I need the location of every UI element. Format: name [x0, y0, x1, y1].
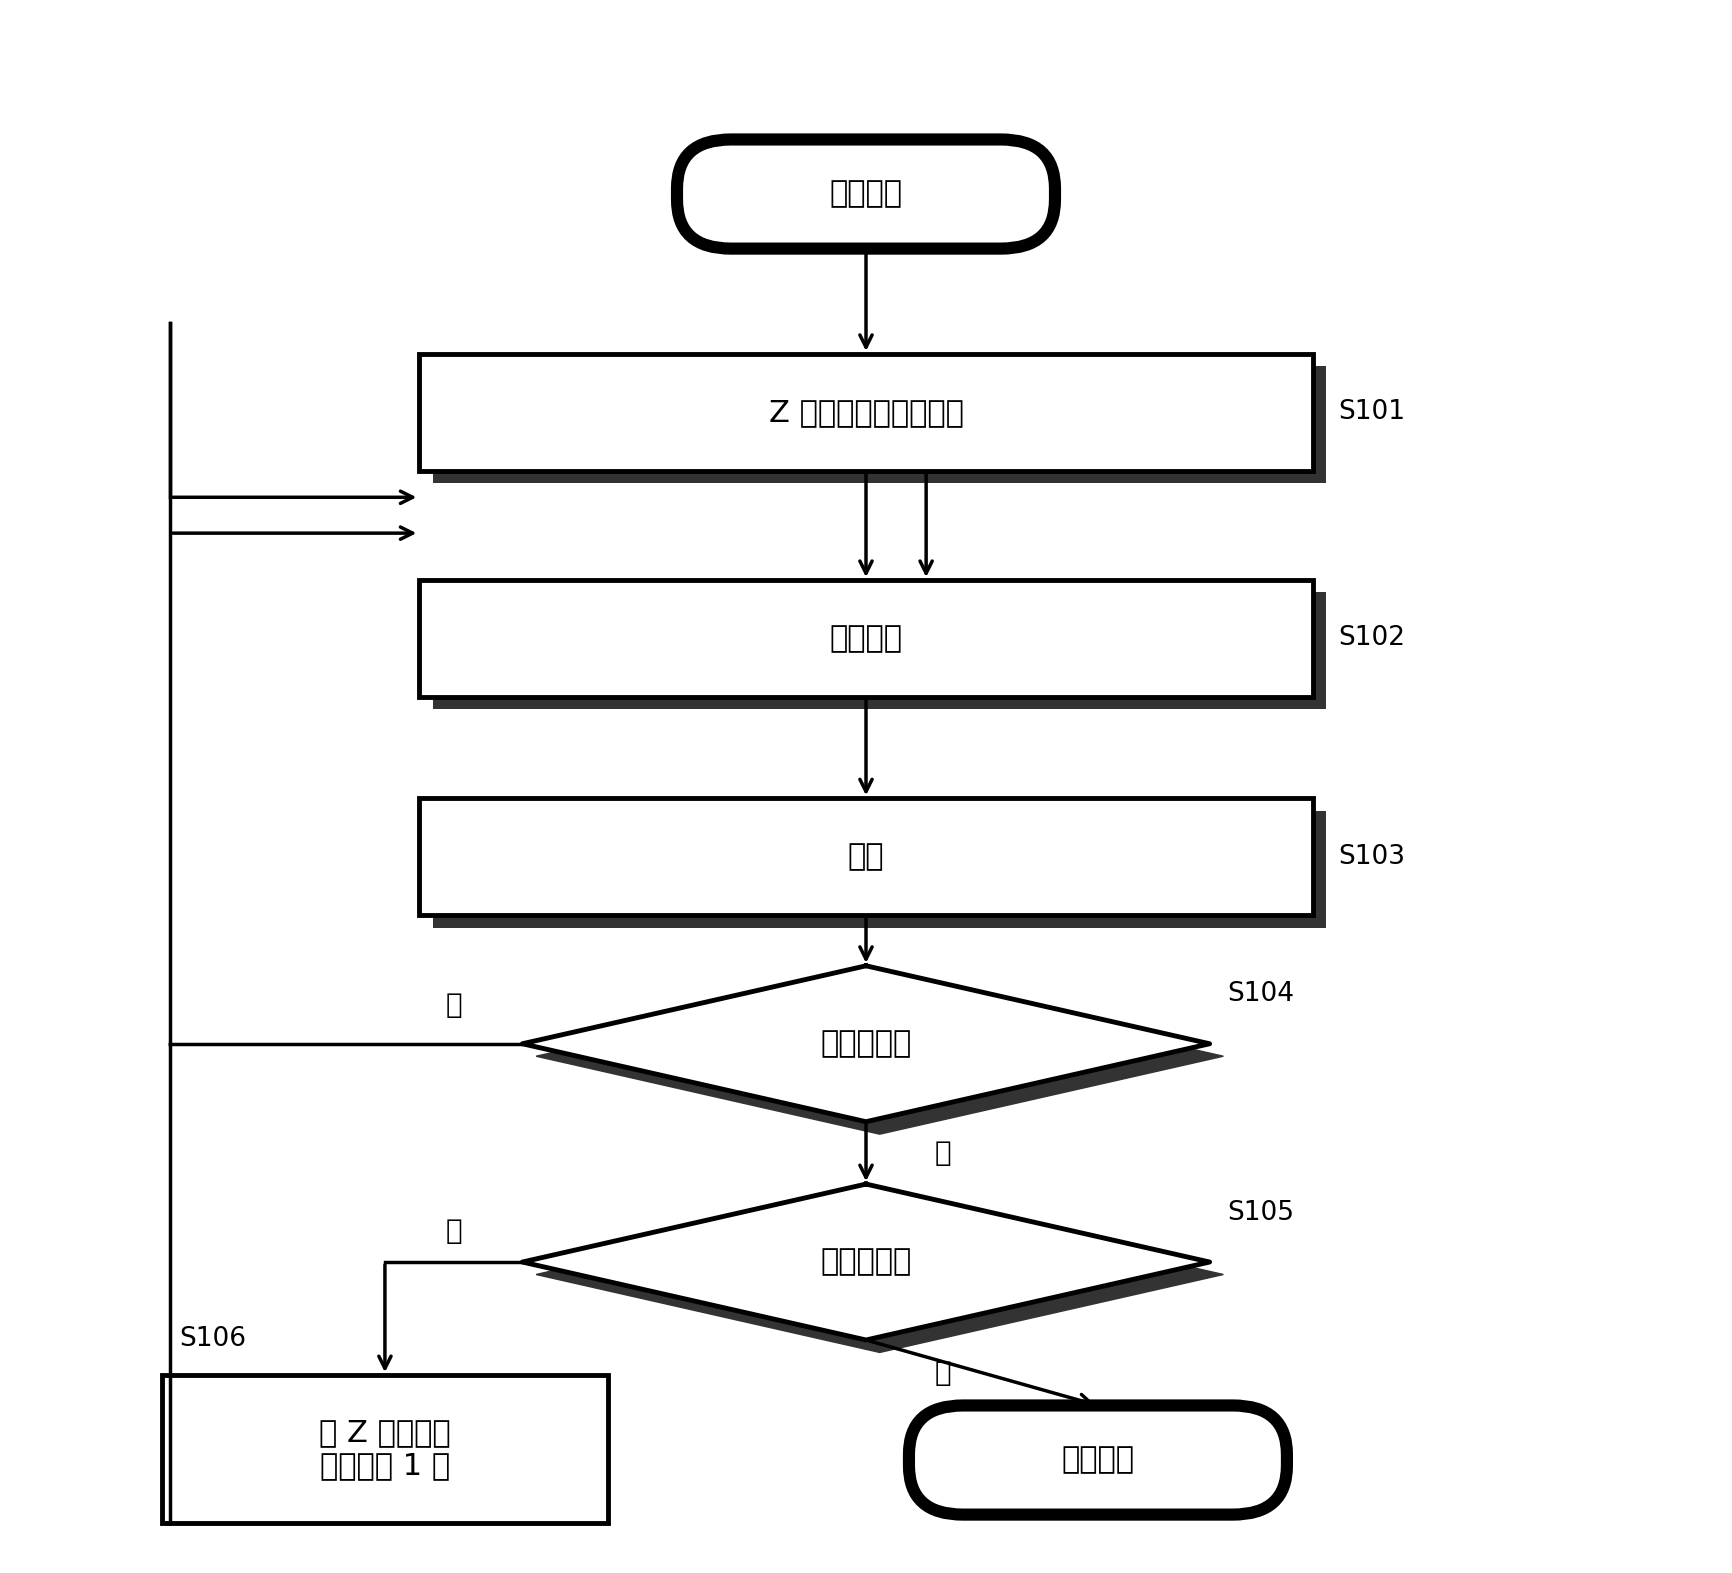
Text: 波长切换: 波长切换 — [830, 624, 902, 653]
FancyBboxPatch shape — [909, 1405, 1287, 1515]
Polygon shape — [537, 1197, 1223, 1353]
Bar — [161, 1375, 608, 1523]
Text: 否: 否 — [445, 1218, 462, 1244]
Text: 将 Z 轴载物台
向上移动 1 级: 将 Z 轴载物台 向上移动 1 级 — [319, 1417, 450, 1480]
Text: 波长个数？: 波长个数？ — [821, 1029, 911, 1059]
FancyBboxPatch shape — [677, 140, 1055, 249]
Bar — [419, 580, 1313, 697]
Bar — [433, 593, 1327, 709]
Polygon shape — [523, 966, 1209, 1122]
Bar — [433, 810, 1327, 928]
Text: 摄像开始: 摄像开始 — [830, 179, 902, 209]
Bar — [433, 367, 1327, 483]
Text: 是: 是 — [935, 1359, 951, 1387]
Text: S106: S106 — [178, 1326, 246, 1351]
Text: S104: S104 — [1226, 982, 1294, 1007]
Text: 摄像: 摄像 — [847, 842, 885, 871]
Text: 否: 否 — [445, 991, 462, 1019]
Text: 层叠张数？: 层叠张数？ — [821, 1247, 911, 1277]
Text: 是: 是 — [935, 1139, 951, 1167]
Text: Z 轴载物台向下端移动: Z 轴载物台向下端移动 — [769, 398, 963, 426]
Bar — [419, 354, 1313, 470]
Text: S101: S101 — [1339, 400, 1405, 425]
Text: S105: S105 — [1226, 1200, 1294, 1225]
Text: S103: S103 — [1339, 843, 1405, 870]
Text: 摄像结束: 摄像结束 — [1062, 1446, 1134, 1474]
Text: S102: S102 — [1339, 626, 1405, 651]
Polygon shape — [537, 978, 1223, 1134]
Polygon shape — [523, 1184, 1209, 1340]
Bar — [419, 798, 1313, 915]
